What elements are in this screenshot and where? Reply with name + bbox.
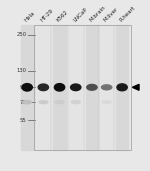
Ellipse shape — [55, 101, 64, 104]
Ellipse shape — [54, 84, 65, 91]
Ellipse shape — [102, 85, 112, 90]
Ellipse shape — [71, 84, 81, 91]
Text: HT-29: HT-29 — [40, 8, 55, 23]
Bar — [116, 25, 128, 150]
Text: M.brain: M.brain — [88, 5, 106, 23]
Polygon shape — [132, 84, 139, 90]
Text: 95: 95 — [20, 85, 26, 90]
Text: 72: 72 — [20, 100, 26, 105]
Text: LNCaP: LNCaP — [72, 7, 88, 23]
Ellipse shape — [22, 84, 32, 91]
Ellipse shape — [102, 101, 111, 103]
Bar — [37, 25, 50, 150]
Text: M.liver: M.liver — [103, 7, 120, 23]
Ellipse shape — [87, 84, 97, 90]
Bar — [21, 25, 33, 150]
Text: K562: K562 — [56, 10, 69, 23]
Bar — [53, 25, 66, 150]
Text: 250: 250 — [16, 32, 26, 37]
Text: 55: 55 — [20, 118, 26, 123]
Ellipse shape — [71, 101, 80, 104]
Ellipse shape — [38, 84, 48, 91]
Bar — [86, 25, 98, 150]
Text: R.heart: R.heart — [119, 5, 136, 23]
Ellipse shape — [23, 101, 32, 104]
Bar — [69, 25, 82, 150]
Text: 130: 130 — [16, 68, 26, 73]
Ellipse shape — [117, 84, 127, 91]
Text: Hela: Hela — [24, 11, 36, 23]
Ellipse shape — [39, 101, 48, 104]
Bar — [100, 25, 113, 150]
Bar — [34, 25, 131, 150]
